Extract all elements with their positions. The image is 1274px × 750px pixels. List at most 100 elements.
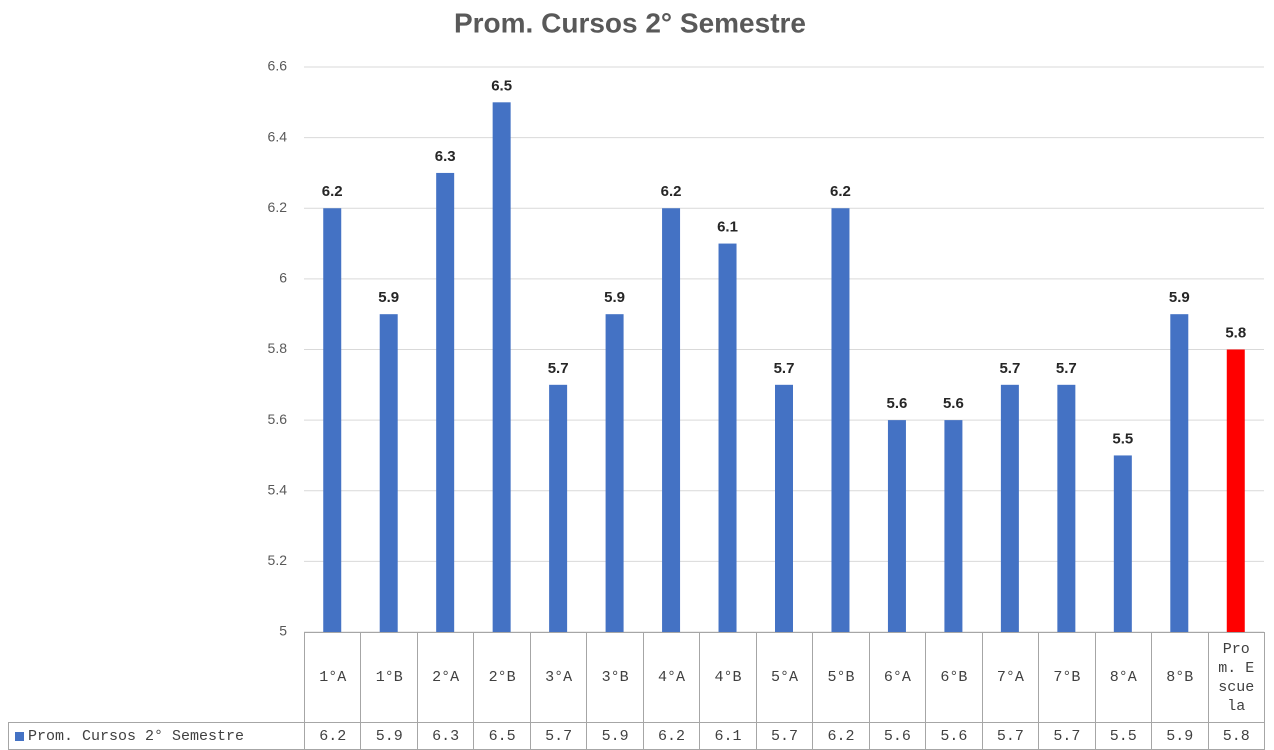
category-cell-text: 1°A bbox=[319, 669, 347, 686]
bar bbox=[549, 384, 568, 632]
category-cell: 2°A bbox=[416, 632, 475, 723]
value-cell: 5.9 bbox=[360, 722, 418, 750]
data-label: 5.7 bbox=[999, 360, 1020, 377]
value-cell: 5.6 bbox=[925, 722, 983, 750]
legend-text: Prom. Cursos 2° Semestre bbox=[28, 727, 245, 745]
bar bbox=[1170, 314, 1189, 632]
value-cell: 5.9 bbox=[586, 722, 644, 750]
category-cell-text: 7°B bbox=[1053, 669, 1081, 686]
bar bbox=[718, 243, 737, 632]
bar bbox=[605, 314, 624, 632]
category-cell: 8°B bbox=[1151, 632, 1209, 723]
y-tick-label: 6.6 bbox=[268, 58, 288, 74]
bar bbox=[379, 314, 398, 632]
data-label: 5.7 bbox=[1056, 360, 1077, 377]
category-cell-text: Prom. Escuela bbox=[1218, 640, 1255, 715]
data-label: 5.7 bbox=[774, 360, 795, 377]
bar bbox=[323, 208, 342, 632]
category-cell: 1°A bbox=[304, 632, 362, 723]
chart-title: Prom. Cursos 2° Semestre bbox=[454, 7, 806, 38]
category-cell: 7°B bbox=[1038, 632, 1096, 723]
category-cell-text: 4°B bbox=[714, 669, 742, 686]
value-cell-text: 5.7 bbox=[1053, 727, 1081, 745]
bar bbox=[887, 420, 906, 632]
category-cell: Prom. Escuela bbox=[1207, 632, 1265, 723]
category-cell: 6°A bbox=[868, 632, 927, 723]
value-cell-text: 5.9 bbox=[1166, 727, 1194, 745]
bar bbox=[492, 102, 511, 632]
value-cell: 5.5 bbox=[1094, 722, 1153, 750]
category-cell: 2°B bbox=[473, 632, 531, 723]
category-cell: 4°A bbox=[642, 632, 701, 723]
data-label: 6.2 bbox=[830, 183, 851, 200]
value-cell: 6.1 bbox=[699, 722, 757, 750]
category-cell-text: 8°A bbox=[1109, 669, 1137, 686]
bar bbox=[944, 420, 963, 632]
category-cell-text: 8°B bbox=[1166, 669, 1194, 686]
category-cell-text: 4°A bbox=[658, 669, 686, 686]
value-cell: 6.2 bbox=[812, 722, 870, 750]
category-cell: 1°B bbox=[360, 632, 418, 723]
y-tick-label: 5.2 bbox=[268, 552, 288, 568]
value-cell: 5.8 bbox=[1207, 722, 1265, 750]
value-cell-text: 5.6 bbox=[940, 727, 968, 745]
bar bbox=[1057, 384, 1076, 632]
value-cell: 6.5 bbox=[473, 722, 531, 750]
value-cell-text: 5.7 bbox=[545, 727, 573, 745]
category-cell-text: 3°A bbox=[545, 669, 573, 686]
value-cell: 5.9 bbox=[1151, 722, 1209, 750]
bar bbox=[436, 172, 455, 632]
value-cell-text: 6.2 bbox=[658, 727, 686, 745]
category-cell-text: 6°B bbox=[940, 669, 968, 686]
category-cell-text: 1°B bbox=[375, 669, 403, 686]
data-label: 5.6 bbox=[943, 395, 964, 412]
value-cell-text: 6.1 bbox=[714, 727, 742, 745]
bar bbox=[1226, 349, 1245, 632]
value-cell-text: 5.7 bbox=[996, 727, 1024, 745]
category-cell-text: 6°A bbox=[883, 669, 911, 686]
y-tick-label: 6.2 bbox=[268, 199, 288, 215]
value-cell: 6.2 bbox=[642, 722, 701, 750]
legend-swatch bbox=[15, 731, 24, 741]
value-cell-text: 5.9 bbox=[375, 727, 403, 745]
value-cell-text: 6.5 bbox=[488, 727, 516, 745]
category-cell-text: 2°B bbox=[488, 669, 516, 686]
bar bbox=[662, 208, 681, 632]
y-tick-label: 5.6 bbox=[268, 411, 288, 427]
category-cell: 7°A bbox=[981, 632, 1040, 723]
data-label: 6.3 bbox=[435, 148, 456, 165]
value-cell: 6.2 bbox=[304, 722, 362, 750]
value-cell-text: 6.2 bbox=[827, 727, 855, 745]
category-cell: 4°B bbox=[699, 632, 757, 723]
category-cell: 6°B bbox=[925, 632, 983, 723]
y-tick-label: 5 bbox=[279, 623, 287, 639]
data-label: 6.2 bbox=[322, 183, 343, 200]
data-label: 6.5 bbox=[491, 77, 512, 94]
data-label: 5.7 bbox=[548, 360, 569, 377]
category-cell: 3°B bbox=[586, 632, 644, 723]
data-label: 5.9 bbox=[378, 289, 399, 306]
value-cell-text: 5.9 bbox=[601, 727, 629, 745]
data-label: 5.9 bbox=[1169, 289, 1190, 306]
y-tick-label: 6 bbox=[279, 270, 287, 286]
bar bbox=[831, 208, 850, 632]
category-cell-text: 5°A bbox=[770, 669, 798, 686]
data-label: 5.5 bbox=[1112, 430, 1133, 447]
bar bbox=[1000, 384, 1019, 632]
value-cell: 5.7 bbox=[981, 722, 1040, 750]
data-label: 5.8 bbox=[1225, 324, 1246, 341]
data-label: 6.2 bbox=[661, 183, 682, 200]
category-cell-text: 2°A bbox=[432, 669, 460, 686]
category-cell: 5°A bbox=[755, 632, 814, 723]
bar bbox=[775, 384, 793, 632]
value-cell-text: 5.5 bbox=[1109, 727, 1137, 745]
value-cell-text: 6.2 bbox=[319, 727, 347, 745]
y-tick-label: 6.4 bbox=[268, 128, 288, 144]
y-tick-label: 5.4 bbox=[268, 481, 288, 497]
data-label: 5.9 bbox=[604, 289, 625, 306]
value-cell: 5.7 bbox=[529, 722, 588, 750]
category-cell-text: 5°B bbox=[827, 669, 855, 686]
value-cell: 5.6 bbox=[868, 722, 927, 750]
value-cell-text: 6.3 bbox=[432, 727, 460, 745]
